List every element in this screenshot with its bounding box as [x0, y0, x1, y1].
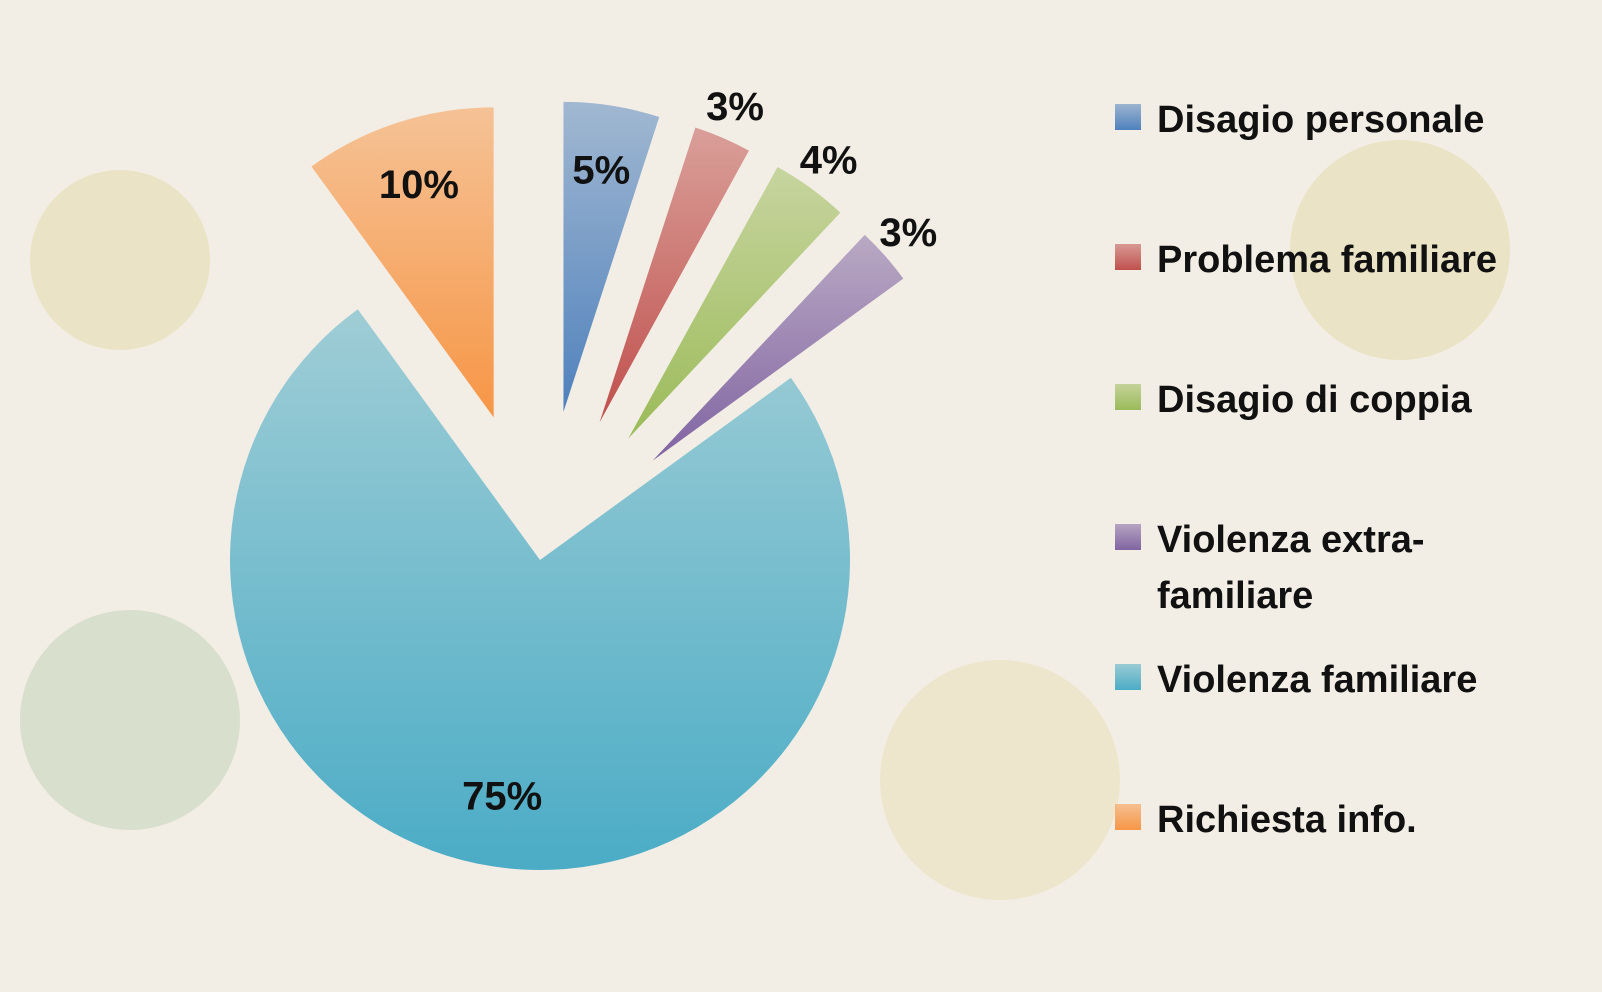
pie-slice	[628, 166, 841, 439]
data-label: 10%	[379, 163, 459, 207]
data-label: 3%	[879, 211, 937, 255]
legend-label: Problema familiare	[1157, 239, 1498, 281]
pie: 5% 3% 4% 3% 75% 10%	[229, 85, 937, 871]
pie-slice	[652, 234, 904, 461]
legend-item: Violenza extra-familiare	[1115, 512, 1535, 652]
legend-label: Violenza familiare	[1157, 659, 1478, 701]
legend-swatch	[1115, 524, 1141, 550]
pie-slice	[229, 309, 850, 871]
legend-swatch	[1115, 664, 1141, 690]
pie-slice	[599, 127, 749, 423]
legend-item: Problema familiare	[1115, 232, 1535, 372]
legend-swatch	[1115, 244, 1141, 270]
data-label: 75%	[462, 774, 542, 818]
legend-item: Disagio personale	[1115, 92, 1535, 232]
legend-label: Disagio di coppia	[1157, 379, 1472, 421]
legend-item: Richiesta info.	[1115, 792, 1535, 932]
legend: Disagio personale Problema familiare Disag…	[1115, 92, 1535, 932]
legend-label: Disagio personale	[1157, 99, 1485, 141]
pie-slice	[563, 101, 660, 412]
decor	[20, 140, 1510, 900]
data-label: 5%	[572, 149, 630, 193]
legend-item: Disagio di coppia	[1115, 372, 1535, 512]
legend-swatch	[1115, 384, 1141, 410]
legend-label: Violenza extra-familiare	[1157, 519, 1425, 617]
data-label: 3%	[706, 85, 764, 129]
legend-swatch	[1115, 104, 1141, 130]
legend-item: Violenza familiare	[1115, 652, 1535, 792]
pie-slice	[311, 107, 494, 418]
data-label: 4%	[800, 138, 858, 182]
legend-swatch	[1115, 804, 1141, 830]
legend-label: Richiesta info.	[1157, 799, 1417, 841]
